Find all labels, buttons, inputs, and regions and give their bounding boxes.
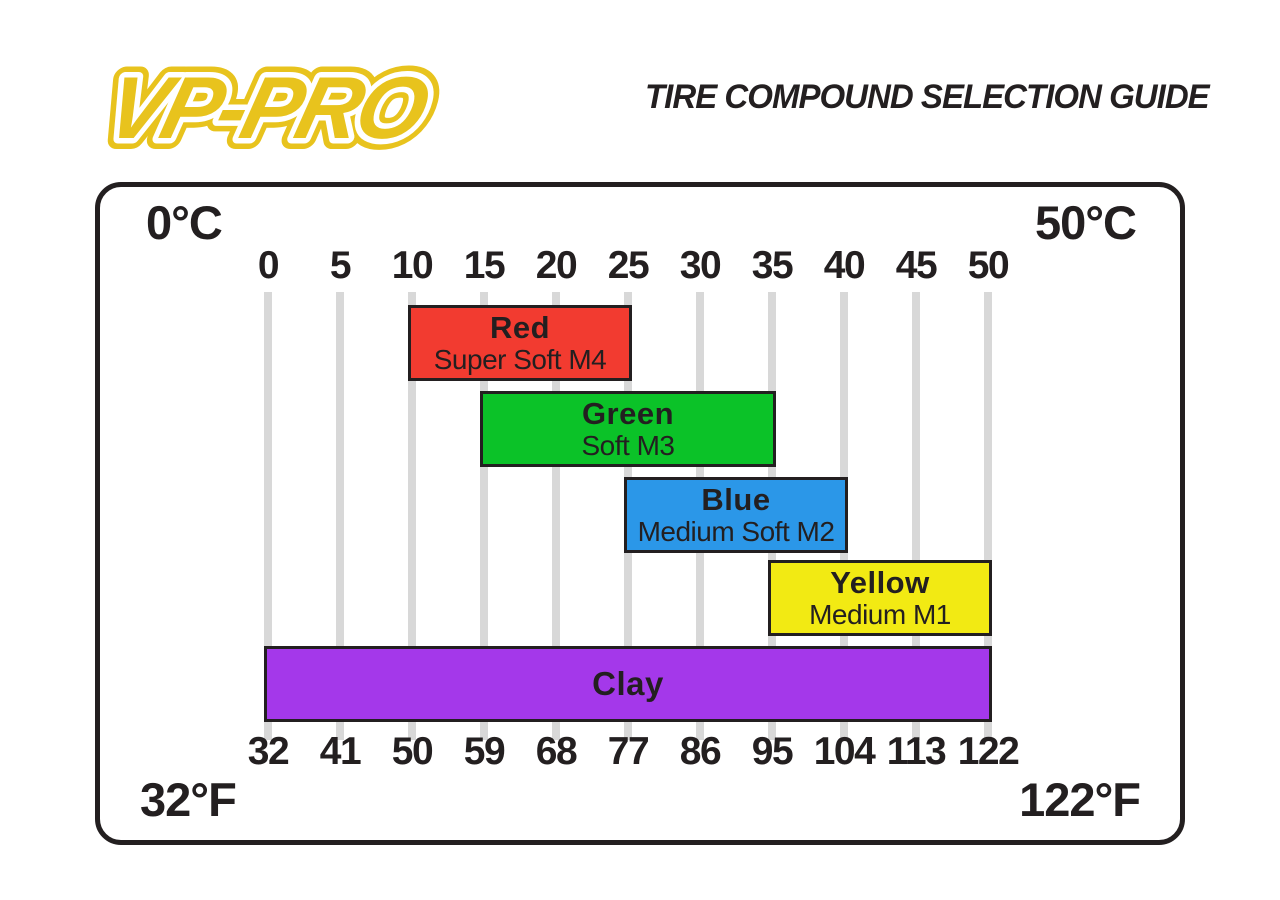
page-title: TIRE COMPOUND SELECTION GUIDE [645, 78, 1210, 116]
compound-bar-green: Green Soft M3 [480, 391, 776, 467]
compound-name: Yellow [830, 565, 930, 601]
fahrenheit-tick-68: 68 [535, 730, 578, 773]
celsius-tick-35: 35 [751, 244, 794, 287]
vp-pro-logo: VP-PRO VP-PRO VP-PRO [86, 42, 488, 167]
celsius-tick-50: 50 [967, 244, 1010, 287]
fahrenheit-tick-104: 104 [813, 730, 876, 773]
fahrenheit-tick-32: 32 [247, 730, 290, 773]
celsius-tick-25: 25 [607, 244, 650, 287]
celsius-tick-10: 10 [391, 244, 434, 287]
celsius-tick-5: 5 [329, 244, 352, 287]
gridline-50c [984, 292, 992, 740]
fahrenheit-tick-86: 86 [679, 730, 722, 773]
compound-bar-blue: Blue Medium Soft M2 [624, 477, 848, 553]
svg-text:VP-PRO: VP-PRO [97, 58, 438, 156]
gridline-15c [480, 292, 488, 740]
gridline-10c [408, 292, 416, 740]
compound-subtitle: Soft M3 [581, 429, 675, 461]
compound-subtitle: Medium M1 [809, 598, 951, 630]
compound-bar-yellow: Yellow Medium M1 [768, 560, 992, 636]
compound-name: Blue [701, 482, 771, 518]
vp-pro-logo-svg: VP-PRO VP-PRO VP-PRO [86, 47, 449, 167]
gridline-45c [912, 292, 920, 740]
celsius-tick-30: 30 [679, 244, 722, 287]
fahrenheit-tick-113: 113 [886, 730, 947, 773]
compound-bar-red: Red Super Soft M4 [408, 305, 632, 381]
fahrenheit-tick-50: 50 [391, 730, 434, 773]
gridline-20c [552, 292, 560, 740]
fahrenheit-tick-122: 122 [957, 730, 1020, 773]
compound-name: Red [489, 310, 551, 346]
fahrenheit-tick-59: 59 [463, 730, 506, 773]
celsius-min-label: 0°C [146, 196, 223, 249]
tire-compound-chart: 0°C 50°C 32°F 122°F 0 32 5 41 10 50 15 59 20 68 25… [95, 182, 1185, 845]
celsius-tick-45: 45 [895, 244, 938, 287]
svg-text:VP-PRO: VP-PRO [97, 58, 438, 156]
compound-name: Green [581, 396, 675, 432]
svg-text:VP-PRO: VP-PRO [97, 58, 438, 156]
celsius-tick-20: 20 [535, 244, 578, 287]
gridline-0c [264, 292, 272, 740]
fahrenheit-tick-41: 41 [319, 730, 362, 773]
compound-subtitle: Super Soft M4 [433, 343, 607, 375]
celsius-tick-0: 0 [257, 244, 280, 287]
fahrenheit-tick-95: 95 [751, 730, 794, 773]
fahrenheit-tick-77: 77 [607, 730, 650, 773]
celsius-tick-15: 15 [463, 244, 506, 287]
fahrenheit-max-label: 122°F [1019, 773, 1141, 826]
gridline-5c [336, 292, 344, 740]
celsius-max-label: 50°C [1034, 196, 1137, 249]
compound-subtitle: Medium Soft M2 [637, 515, 835, 547]
fahrenheit-min-label: 32°F [140, 773, 237, 826]
celsius-tick-40: 40 [823, 244, 866, 287]
compound-name: Clay [592, 665, 664, 703]
compound-bar-clay: Clay [264, 646, 992, 722]
